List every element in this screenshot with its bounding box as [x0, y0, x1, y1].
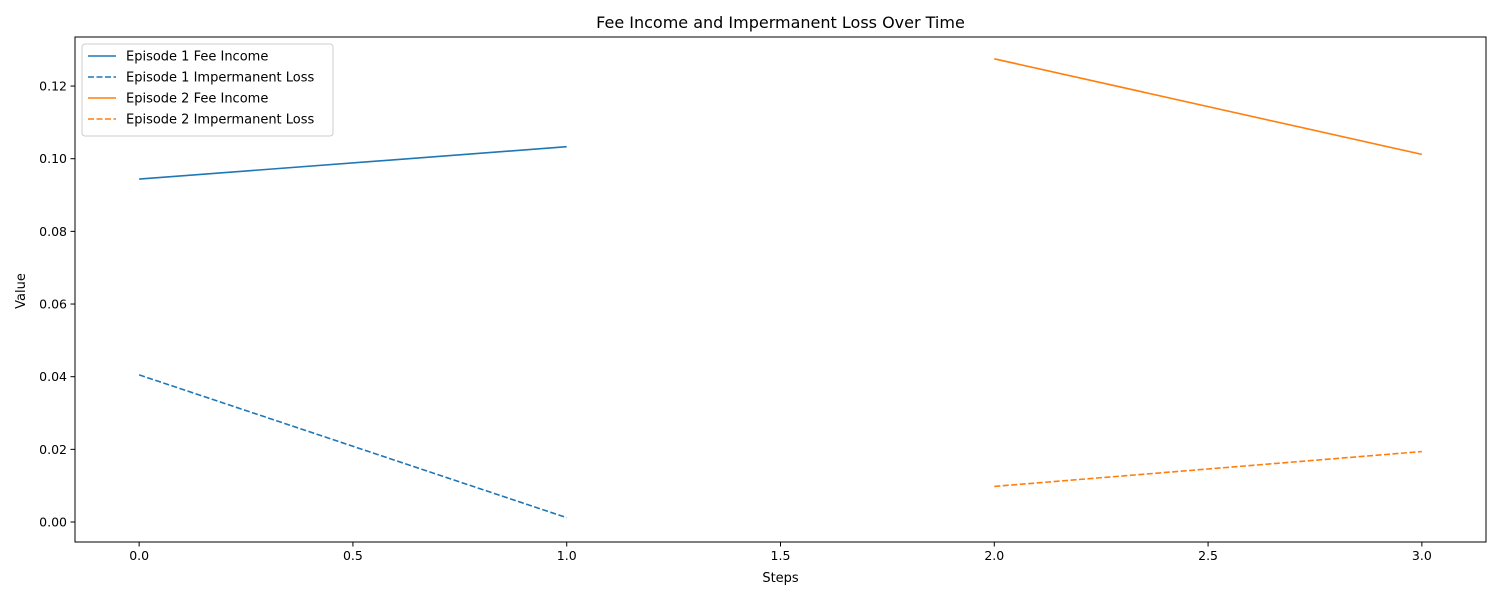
legend-label-1: Episode 1 Fee Income — [126, 50, 268, 65]
x-tick-label: 3.0 — [1412, 548, 1432, 563]
series-line-2 — [138, 374, 567, 519]
x-tick-label: 2.5 — [1198, 548, 1218, 563]
y-tick-label: 0.10 — [39, 151, 67, 166]
legend-label-4: Episode 2 Impermanent Loss — [126, 113, 315, 128]
x-tick-label: 1.5 — [771, 548, 791, 563]
x-tick-label: 2.0 — [984, 548, 1004, 563]
x-tick-label: 0.0 — [129, 548, 149, 563]
x-axis-ticks: 0.0 0.5 1.0 1.5 2.0 2.5 3.0 — [129, 542, 1432, 563]
plot-frame — [74, 36, 1487, 543]
y-tick-label: 0.02 — [39, 442, 67, 457]
x-axis-label: Steps — [762, 571, 799, 586]
y-tick-label: 0.08 — [39, 224, 67, 239]
legend-box — [81, 43, 334, 137]
chart-title: Fee Income and Impermanent Loss Over Tim… — [596, 13, 965, 32]
y-axis-label: Value — [14, 273, 29, 309]
series-line-1 — [139, 145, 567, 180]
y-tick-label: 0.04 — [39, 369, 67, 384]
series-line-4 — [994, 450, 1422, 488]
series-line-3 — [994, 58, 1423, 156]
plot-area — [138, 58, 1423, 519]
legend-label-3: Episode 2 Fee Income — [126, 92, 268, 107]
y-axis-ticks: 0.00 0.02 0.04 0.06 0.08 0.10 0.12 — [39, 79, 75, 530]
x-tick-label: 1.0 — [557, 548, 577, 563]
legend-label-2: Episode 1 Impermanent Loss — [126, 71, 315, 86]
y-tick-label: 0.12 — [39, 79, 67, 94]
legend: Episode 1 Fee Income Episode 1 Impermanen… — [81, 43, 334, 137]
y-tick-label: 0.06 — [39, 297, 67, 312]
x-tick-label: 0.5 — [343, 548, 363, 563]
y-tick-label: 0.00 — [39, 515, 67, 530]
